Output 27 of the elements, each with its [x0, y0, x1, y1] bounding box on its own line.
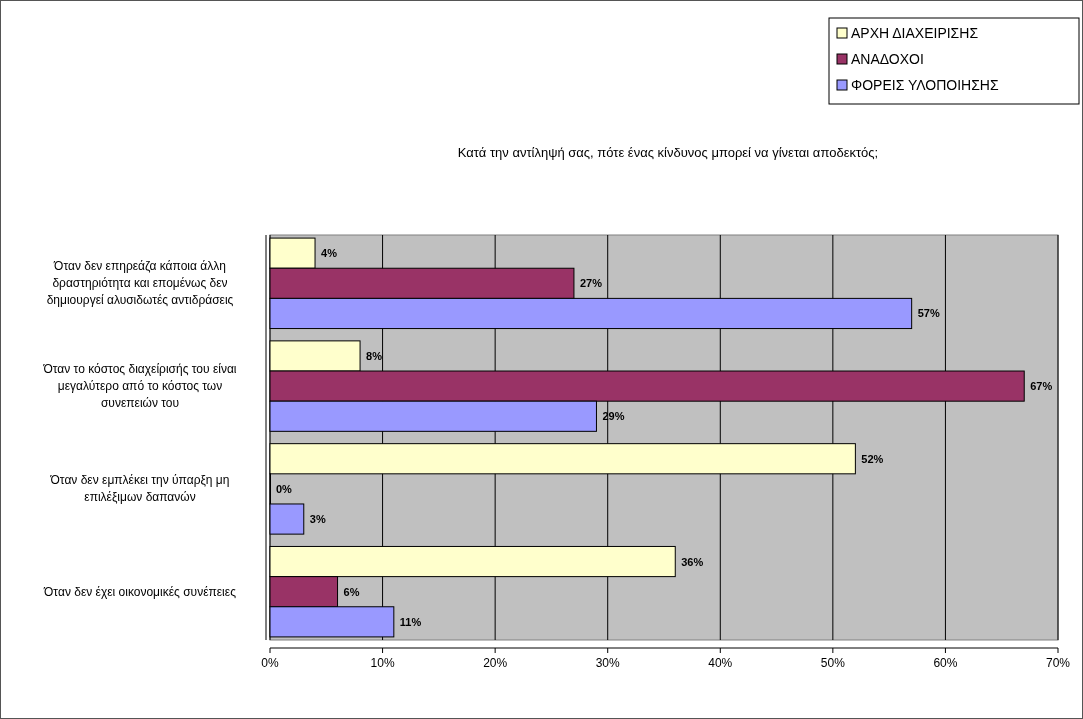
y-tick-label: Όταν δεν επηρεάζα κάποια άλλη δραστηριότητα και επομένως δεν δημιουργεί αλυσιδωτές αντιδράσεις — [46, 259, 234, 308]
legend-label: ΑΡΧΗ ΔΙΑΧΕΙΡΙΣΗΣ — [851, 25, 979, 41]
y-tick-label: Όταν δεν εμπλέκει την ύπαρξη μη επιλέξιμων δαπανών — [49, 473, 230, 505]
data-label: 67% — [1030, 380, 1053, 393]
chart-title: Κατά την αντίληψή σας, πότε ένας κίνδυνος μπορεί να γίνεται αποδεκτός; — [457, 145, 879, 160]
data-label: 0% — [276, 482, 293, 495]
y-tick-label: Όταν δεν έχει οικονομικές συνέπειες — [43, 584, 237, 599]
legend-label: ΦΟΡΕΙΣ ΥΛΟΠΟΙΗΣΗΣ — [851, 77, 999, 93]
data-label: 3% — [309, 513, 326, 526]
x-tick-label: 50% — [820, 656, 846, 670]
data-label: 36% — [681, 555, 704, 568]
x-tick-label: 60% — [933, 656, 958, 670]
data-label: 6% — [343, 585, 360, 598]
data-label: 57% — [917, 307, 940, 320]
data-label: 4% — [321, 247, 338, 260]
data-label: 27% — [579, 277, 603, 290]
x-tick-label: 30% — [595, 656, 621, 670]
y-tick-label: Όταν το κόστος διαχείρισής του είναι μεγαλύτερο από το κόστος των συνεπειών του — [42, 362, 237, 411]
legend-label: ΑΝΑΔΟΧΟΙ — [851, 51, 924, 67]
data-label: 11% — [399, 615, 422, 628]
x-tick-label: 20% — [483, 656, 508, 670]
x-tick-label: 0% — [261, 656, 279, 670]
x-tick-label: 10% — [370, 656, 395, 670]
x-tick-label: 40% — [708, 656, 733, 670]
data-label: 8% — [366, 349, 383, 362]
data-label: 52% — [861, 452, 884, 465]
x-tick-label: 70% — [1045, 656, 1071, 670]
